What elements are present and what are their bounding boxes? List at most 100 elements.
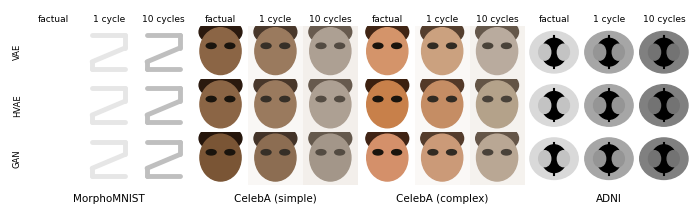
Ellipse shape [254, 125, 297, 152]
Ellipse shape [483, 96, 493, 102]
Ellipse shape [335, 43, 345, 49]
Ellipse shape [475, 125, 518, 152]
Ellipse shape [309, 19, 352, 45]
Ellipse shape [667, 97, 680, 113]
Text: factual: factual [205, 16, 236, 24]
Text: factual: factual [38, 16, 69, 24]
Ellipse shape [206, 43, 216, 49]
Ellipse shape [206, 150, 216, 155]
Ellipse shape [261, 96, 271, 102]
Ellipse shape [648, 97, 661, 113]
Text: VAE: VAE [12, 44, 22, 60]
Ellipse shape [557, 151, 570, 167]
Ellipse shape [309, 125, 352, 152]
Ellipse shape [483, 43, 493, 49]
Ellipse shape [367, 81, 408, 128]
Ellipse shape [530, 85, 579, 126]
Ellipse shape [585, 31, 633, 73]
Ellipse shape [316, 150, 326, 155]
Ellipse shape [310, 28, 351, 75]
Ellipse shape [542, 145, 567, 173]
Text: MorphoMNIST: MorphoMNIST [73, 194, 145, 204]
Ellipse shape [316, 43, 326, 49]
Ellipse shape [373, 150, 383, 155]
Ellipse shape [651, 38, 676, 66]
Ellipse shape [366, 125, 409, 152]
Ellipse shape [648, 151, 661, 167]
Ellipse shape [639, 138, 688, 179]
Ellipse shape [199, 19, 242, 45]
Ellipse shape [367, 134, 408, 181]
Ellipse shape [446, 43, 457, 49]
Text: ADNI: ADNI [596, 194, 622, 204]
Ellipse shape [446, 96, 457, 102]
Ellipse shape [255, 81, 296, 128]
Ellipse shape [200, 81, 241, 128]
Text: 10 cycles: 10 cycles [643, 16, 685, 24]
Ellipse shape [280, 150, 290, 155]
Text: 1 cycle: 1 cycle [260, 16, 291, 24]
Ellipse shape [597, 38, 621, 66]
Ellipse shape [225, 150, 235, 155]
Ellipse shape [255, 134, 296, 181]
Ellipse shape [594, 151, 606, 167]
Text: CelebA (complex): CelebA (complex) [396, 194, 489, 204]
Ellipse shape [585, 85, 633, 126]
Ellipse shape [502, 150, 511, 155]
Ellipse shape [254, 19, 297, 45]
Ellipse shape [585, 138, 633, 179]
Ellipse shape [392, 96, 401, 102]
Ellipse shape [254, 72, 297, 98]
Ellipse shape [335, 96, 345, 102]
Ellipse shape [373, 96, 383, 102]
Ellipse shape [594, 44, 606, 60]
Ellipse shape [446, 150, 457, 155]
Ellipse shape [310, 134, 351, 181]
Ellipse shape [667, 44, 680, 60]
Ellipse shape [428, 43, 438, 49]
Ellipse shape [639, 31, 688, 73]
Ellipse shape [392, 43, 401, 49]
Ellipse shape [542, 38, 567, 66]
Ellipse shape [594, 97, 606, 113]
Ellipse shape [421, 81, 463, 128]
Ellipse shape [261, 43, 271, 49]
Ellipse shape [200, 28, 241, 75]
Ellipse shape [206, 96, 216, 102]
Text: 1 cycle: 1 cycle [593, 16, 625, 24]
Ellipse shape [651, 145, 676, 173]
Ellipse shape [612, 151, 624, 167]
Text: 1 cycle: 1 cycle [426, 16, 458, 24]
Ellipse shape [421, 72, 464, 98]
Ellipse shape [502, 43, 511, 49]
Text: factual: factual [372, 16, 403, 24]
Ellipse shape [421, 28, 463, 75]
Ellipse shape [477, 28, 518, 75]
Ellipse shape [483, 150, 493, 155]
Ellipse shape [428, 96, 438, 102]
Ellipse shape [651, 92, 676, 119]
Ellipse shape [428, 150, 438, 155]
Ellipse shape [530, 138, 579, 179]
Ellipse shape [557, 97, 570, 113]
Ellipse shape [199, 72, 242, 98]
Ellipse shape [542, 92, 567, 119]
Text: factual: factual [538, 16, 570, 24]
Ellipse shape [538, 151, 551, 167]
Ellipse shape [421, 19, 464, 45]
Ellipse shape [597, 145, 621, 173]
Ellipse shape [475, 72, 518, 98]
Ellipse shape [477, 81, 518, 128]
Ellipse shape [335, 150, 345, 155]
Text: 1 cycle: 1 cycle [93, 16, 125, 24]
Ellipse shape [530, 31, 579, 73]
Ellipse shape [502, 96, 511, 102]
Text: GAN: GAN [12, 149, 22, 168]
Ellipse shape [477, 134, 518, 181]
Text: 10 cycles: 10 cycles [309, 16, 352, 24]
Ellipse shape [316, 96, 326, 102]
Ellipse shape [538, 97, 551, 113]
Ellipse shape [255, 28, 296, 75]
Text: 10 cycles: 10 cycles [476, 16, 518, 24]
Text: CelebA (simple): CelebA (simple) [234, 194, 317, 204]
